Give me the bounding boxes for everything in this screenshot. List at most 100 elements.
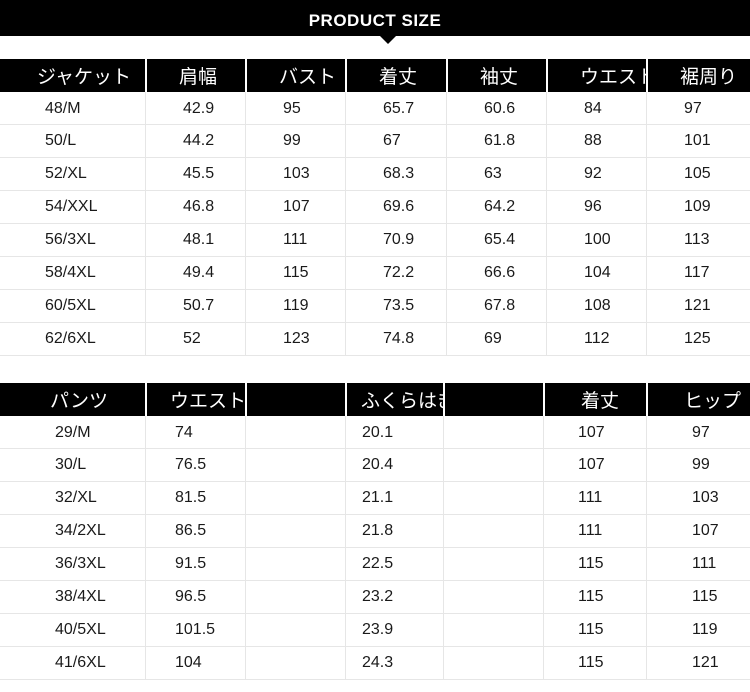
jacket-header-shoulder: 肩幅 (145, 59, 245, 92)
pants-header-waist: ウエスト (145, 383, 245, 416)
empty-cell (245, 581, 345, 614)
table-row: 38/4XL 96.5 23.2 115 115 (0, 581, 750, 614)
bust-cell: 107 (245, 191, 345, 224)
hem-cell: 109 (646, 191, 750, 224)
length-cell: 69.6 (345, 191, 446, 224)
table-row: 41/6XL 104 24.3 115 121 (0, 647, 750, 680)
waist-cell: 91.5 (145, 548, 245, 581)
pants-header-hip: ヒップ (646, 383, 750, 416)
empty-cell (245, 647, 345, 680)
shoulder-cell: 42.9 (145, 92, 245, 125)
sleeve-cell: 66.6 (446, 257, 546, 290)
sleeve-cell: 67.8 (446, 290, 546, 323)
jacket-header-sleeve: 袖丈 (446, 59, 546, 92)
size-cell: 50/L (0, 125, 145, 158)
pants-size-table: パンツ ウエスト ふくらはぎ 着丈 ヒップ 29/M7420.11079730/… (0, 383, 750, 680)
size-cell: 56/3XL (0, 224, 145, 257)
table-row: 40/5XL 101.5 23.9 115 119 (0, 614, 750, 647)
length-cell: 107 (543, 449, 646, 482)
hip-cell: 119 (646, 614, 750, 647)
hem-cell: 125 (646, 323, 750, 356)
waist-cell: 81.5 (145, 482, 245, 515)
waist-cell: 96 (546, 191, 646, 224)
length-cell: 67 (345, 125, 446, 158)
size-cell: 29/M (0, 416, 145, 449)
calf-cell: 22.5 (345, 548, 443, 581)
size-cell: 34/2XL (0, 515, 145, 548)
bust-cell: 103 (245, 158, 345, 191)
size-cell: 41/6XL (0, 647, 145, 680)
calf-cell: 24.3 (345, 647, 443, 680)
table-row: 30/L 76.5 20.4 107 99 (0, 449, 750, 482)
calf-cell: 23.2 (345, 581, 443, 614)
empty-cell (245, 548, 345, 581)
size-cell: 36/3XL (0, 548, 145, 581)
sleeve-cell: 63 (446, 158, 546, 191)
shoulder-cell: 46.8 (145, 191, 245, 224)
empty-cell (443, 416, 543, 449)
hip-cell: 107 (646, 515, 750, 548)
calf-cell: 20.4 (345, 449, 443, 482)
banner-pointer-arrow (380, 36, 396, 44)
pants-header-size: パンツ (0, 383, 145, 416)
length-cell: 73.5 (345, 290, 446, 323)
page-title: PRODUCT SIZE (308, 11, 442, 30)
sleeve-cell: 64.2 (446, 191, 546, 224)
table-row: 52/XL 45.5 103 68.3 63 92 105 (0, 158, 750, 191)
jacket-header-bust: バスト (245, 59, 345, 92)
empty-cell (245, 416, 345, 449)
waist-cell: 104 (145, 647, 245, 680)
hip-cell: 115 (646, 581, 750, 614)
length-cell: 107 (543, 416, 646, 449)
pants-header-length: 着丈 (543, 383, 646, 416)
sleeve-cell: 65.4 (446, 224, 546, 257)
bust-cell: 95 (245, 92, 345, 125)
shoulder-cell: 45.5 (145, 158, 245, 191)
size-cell: 60/5XL (0, 290, 145, 323)
table-row: 54/XXL 46.8 107 69.6 64.2 96 109 (0, 191, 750, 224)
hem-cell: 97 (646, 92, 750, 125)
length-cell: 72.2 (345, 257, 446, 290)
length-cell: 115 (543, 548, 646, 581)
empty-cell (443, 515, 543, 548)
size-cell: 48/M (0, 92, 145, 125)
length-cell: 68.3 (345, 158, 446, 191)
waist-cell: 112 (546, 323, 646, 356)
table-row: 29/M 74 20.1 107 97 (0, 416, 750, 449)
sleeve-cell: 69 (446, 323, 546, 356)
pants-header-row: パンツ ウエスト ふくらはぎ 着丈 ヒップ (0, 383, 750, 416)
size-cell: 58/4XL (0, 257, 145, 290)
table-row: 32/XL 81.5 21.1 111 103 (0, 482, 750, 515)
size-cell: 38/4XL (0, 581, 145, 614)
empty-cell (443, 449, 543, 482)
waist-cell: 101.5 (145, 614, 245, 647)
hem-cell: 121 (646, 290, 750, 323)
table-row: 62/6XL 52 123 74.8 69 112 125 (0, 323, 750, 356)
empty-cell (245, 449, 345, 482)
hip-cell: 103 (646, 482, 750, 515)
hem-cell: 105 (646, 158, 750, 191)
size-cell: 30/L (0, 449, 145, 482)
table-row: 50/L 44.2 99 67 61.8 88 101 (0, 125, 750, 158)
shoulder-cell: 50.7 (145, 290, 245, 323)
length-cell: 65.7 (345, 92, 446, 125)
empty-cell (443, 647, 543, 680)
waist-cell: 86.5 (145, 515, 245, 548)
waist-cell: 84 (546, 92, 646, 125)
jacket-size-table: ジャケット 肩幅 バスト 着丈 袖丈 ウエスト 裾周り 48/M42.99565… (0, 59, 750, 356)
jacket-header-row: ジャケット 肩幅 バスト 着丈 袖丈 ウエスト 裾周り (0, 59, 750, 92)
table-row: 48/M 42.9 95 65.7 60.6 84 97 (0, 92, 750, 125)
jacket-header-waist: ウエスト (546, 59, 646, 92)
empty-cell (443, 581, 543, 614)
length-cell: 111 (543, 515, 646, 548)
sleeve-cell: 61.8 (446, 125, 546, 158)
length-cell: 70.9 (345, 224, 446, 257)
hip-cell: 97 (646, 416, 750, 449)
shoulder-cell: 48.1 (145, 224, 245, 257)
length-cell: 115 (543, 581, 646, 614)
jacket-header-hem: 裾周り (646, 59, 750, 92)
waist-cell: 74 (145, 416, 245, 449)
hip-cell: 121 (646, 647, 750, 680)
table-row: 58/4XL 49.4 115 72.2 66.6 104 117 (0, 257, 750, 290)
